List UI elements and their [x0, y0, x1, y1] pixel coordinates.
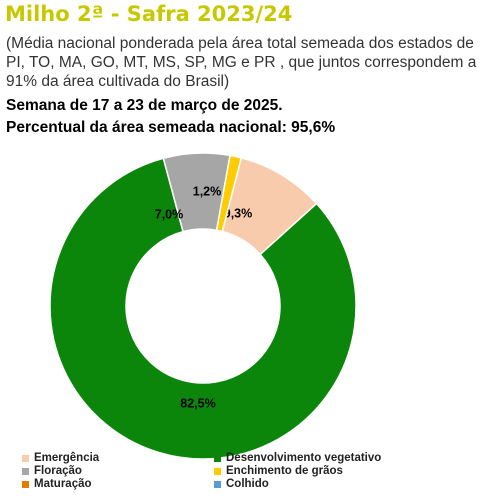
legend-item-flora-o: Floração [22, 465, 82, 477]
chart-subtitle: (Média nacional ponderada pela área tota… [6, 35, 477, 90]
legend-label: Enchimento de grãos [226, 465, 343, 477]
legend-item-matura-o: Maturação [22, 478, 92, 490]
legend-item-enchimento-de-gr-os: Enchimento de grãos [214, 465, 343, 477]
slice-enchimento-de-gr-os [215, 154, 243, 233]
legend-swatch [22, 480, 29, 488]
legend-label: Floração [34, 465, 82, 477]
legend-swatch [22, 454, 29, 462]
legend-label: Desenvolvimento vegetativo [226, 452, 382, 464]
legend-swatch [22, 467, 29, 475]
slice-label-desenvolvimento-vegetativo: 82,5% [180, 396, 215, 410]
legend-item-emerg-ncia: Emergência [22, 452, 99, 464]
legend-swatch [214, 454, 221, 462]
legend-item-colhido: Colhido [214, 478, 269, 490]
legend-item-desenvolvimento-vegetativo: Desenvolvimento vegetativo [214, 452, 381, 464]
legend-label: Maturação [34, 478, 92, 490]
slice-label-enchimento-de-gr-os: 1,2% [193, 184, 222, 198]
legend-swatch [214, 480, 221, 488]
legend-swatch [214, 467, 221, 475]
slice-desenvolvimento-vegetativo [49, 157, 357, 460]
slice-label-flora-o: 7,0% [155, 207, 184, 221]
legend-label: Emergência [34, 452, 100, 464]
chart-title: Milho 2ª - Safra 2023/24 [5, 2, 293, 26]
week-label: Semana de 17 a 23 de março de 2025. [6, 97, 283, 114]
legend-label: Colhido [226, 478, 269, 490]
percent-sown-label: Percentual da área semeada nacional: 95,… [6, 119, 336, 136]
slice-label-emerg-ncia: 9,3% [224, 206, 253, 220]
